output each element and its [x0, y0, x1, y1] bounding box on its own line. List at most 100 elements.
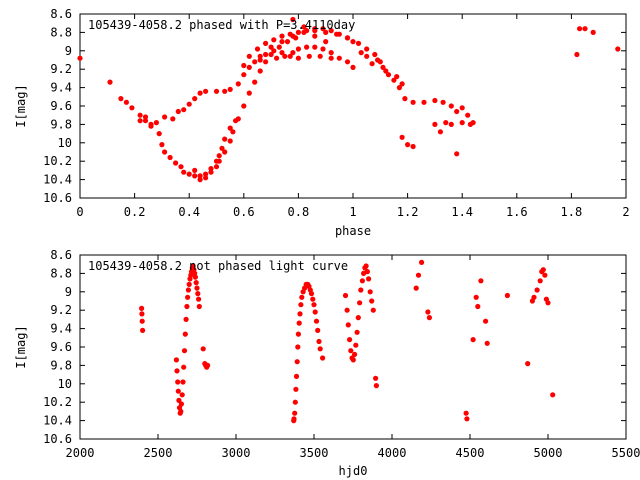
data-point	[320, 355, 326, 361]
data-point	[357, 300, 363, 306]
data-point	[263, 59, 269, 65]
bottom-y-ticks: 8.6 8.8 9 9.2 9.4 9.6 9.8 10 10.2 10.4 10.6	[43, 248, 626, 446]
data-point	[175, 108, 181, 115]
data-point	[415, 272, 422, 278]
bottom-x-ticks: 2000 2500 3000 3500 4000 4500 5000 5500	[66, 255, 640, 460]
data-point	[178, 164, 184, 170]
data-point	[291, 418, 297, 424]
data-point	[582, 26, 588, 32]
data-point	[359, 278, 365, 284]
data-point	[196, 303, 202, 310]
data-point	[299, 294, 305, 300]
data-point	[276, 44, 282, 50]
data-point	[347, 337, 353, 343]
data-point	[257, 57, 263, 63]
x-tick-label: 1.8	[561, 205, 583, 219]
x-tick-label: 4000	[378, 446, 407, 460]
data-point	[263, 51, 269, 58]
data-point	[227, 86, 233, 92]
data-point	[193, 280, 199, 286]
data-point	[372, 51, 378, 58]
top-y-ticks: 8.6 8.8 9 9.2 9.4 9.6 9.8 10 10.2 10.4 10.6	[43, 7, 626, 205]
bottom-x-axis-label: hjd0	[339, 464, 368, 478]
data-point	[186, 281, 192, 287]
data-point	[181, 364, 187, 370]
data-point	[203, 88, 209, 94]
data-point	[348, 348, 354, 354]
data-point	[454, 108, 460, 115]
data-point	[336, 55, 342, 61]
data-point	[174, 368, 180, 374]
y-tick-label: 8.8	[50, 266, 72, 280]
data-point	[156, 131, 162, 137]
data-point	[459, 120, 465, 126]
top-y-axis-label: I[mag]	[14, 84, 28, 127]
data-point	[344, 35, 351, 41]
data-point	[364, 46, 370, 52]
x-tick-label: 1.2	[397, 205, 419, 219]
data-point	[192, 173, 198, 179]
data-point	[364, 269, 370, 275]
data-point	[297, 311, 303, 317]
data-point	[137, 112, 143, 118]
data-point	[350, 64, 356, 70]
data-point	[263, 40, 269, 47]
data-point	[432, 121, 438, 127]
data-point	[358, 50, 364, 56]
data-point	[537, 278, 543, 284]
data-point	[425, 309, 431, 315]
top-points	[77, 16, 621, 183]
data-point	[139, 318, 145, 324]
data-point	[170, 116, 176, 122]
x-tick-label: 0.4	[178, 205, 200, 219]
data-point	[459, 105, 465, 111]
data-point	[615, 46, 621, 52]
data-point	[304, 44, 310, 50]
data-point	[312, 309, 318, 315]
data-point	[294, 359, 300, 365]
data-point	[257, 53, 263, 59]
data-point	[295, 344, 301, 350]
data-point	[213, 158, 220, 164]
data-point	[175, 379, 181, 385]
data-point	[465, 112, 471, 118]
data-point	[577, 26, 583, 32]
data-point	[274, 55, 280, 61]
data-point	[186, 101, 192, 107]
data-point	[142, 114, 149, 120]
y-tick-label: 9.6	[50, 99, 72, 113]
data-point	[336, 31, 342, 37]
y-tick-label: 9	[65, 285, 72, 299]
y-tick-label: 10.4	[43, 414, 72, 428]
x-tick-label: 0.8	[288, 205, 310, 219]
data-point	[353, 342, 359, 348]
data-point	[208, 166, 214, 172]
top-x-axis-label: phase	[335, 224, 371, 238]
y-tick-label: 9.4	[50, 322, 72, 336]
data-point	[257, 68, 263, 74]
data-point	[271, 48, 277, 54]
y-tick-label: 9.2	[50, 303, 72, 317]
data-point	[123, 99, 129, 105]
data-point	[279, 33, 285, 39]
data-point	[308, 291, 315, 297]
y-tick-label: 9.8	[50, 117, 72, 131]
data-point	[194, 285, 200, 291]
y-tick-label: 10	[58, 377, 72, 391]
data-point	[369, 298, 375, 304]
data-point	[139, 305, 145, 311]
x-tick-label: 2500	[144, 446, 173, 460]
data-point	[320, 46, 326, 52]
data-point	[184, 303, 190, 310]
data-point	[437, 129, 443, 135]
data-point	[181, 348, 188, 354]
data-point	[540, 267, 546, 273]
data-point	[222, 149, 228, 155]
bottom-title: 105439-4058.2 not phased light curve	[88, 259, 348, 273]
data-point	[279, 50, 285, 56]
data-point	[230, 129, 236, 135]
data-point	[140, 327, 146, 333]
data-point	[295, 29, 301, 35]
data-point	[363, 263, 369, 269]
data-point	[370, 307, 376, 313]
